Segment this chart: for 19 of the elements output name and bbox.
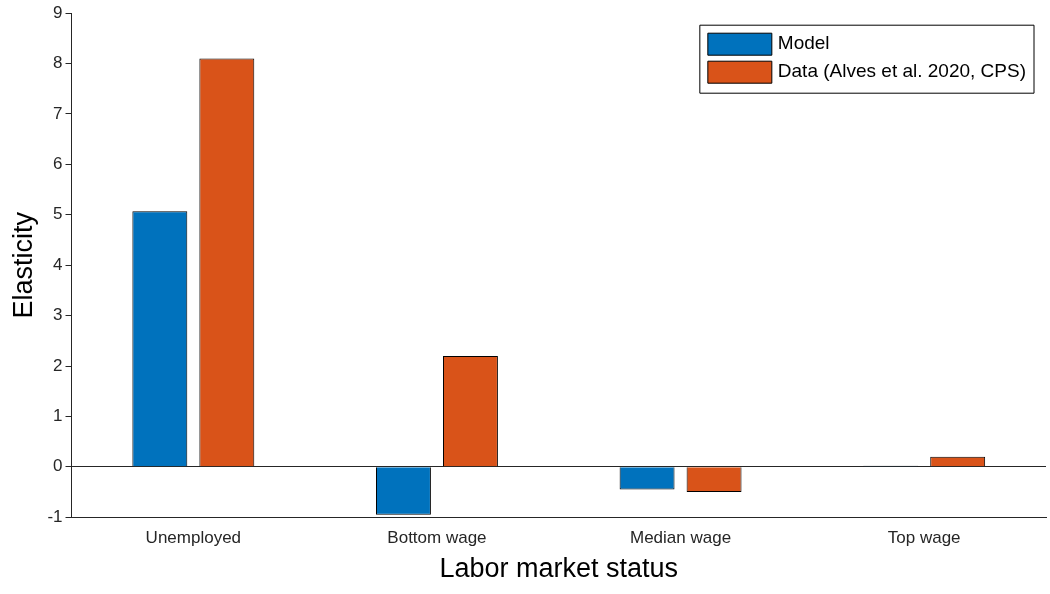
y-axis-title: Elasticity xyxy=(7,211,38,319)
legend-label: Data (Alves et al. 2020, CPS) xyxy=(777,60,1026,82)
y-tick-label: 7 xyxy=(53,103,63,123)
x-tick-label: Unemployed xyxy=(145,528,242,548)
legend-label: Model xyxy=(777,32,830,54)
y-tick-label: 5 xyxy=(53,204,63,224)
y-tick-label: 9 xyxy=(53,2,63,22)
y-tick-label: 6 xyxy=(53,154,63,174)
y-tick-label: 2 xyxy=(53,355,63,375)
y-tick-label: -1 xyxy=(47,506,63,526)
y-tick-label: 3 xyxy=(53,305,63,325)
y-tick-label: 0 xyxy=(53,456,63,476)
x-tick-label: Bottom wage xyxy=(387,528,487,548)
x-axis-title: Labor market status xyxy=(439,553,679,584)
y-tick-label: 1 xyxy=(53,406,63,426)
x-tick-label: Median wage xyxy=(630,528,732,548)
x-tick-label: Top wage xyxy=(887,528,961,548)
y-tick-label: 8 xyxy=(53,53,63,73)
y-tick-label: 4 xyxy=(53,254,63,274)
